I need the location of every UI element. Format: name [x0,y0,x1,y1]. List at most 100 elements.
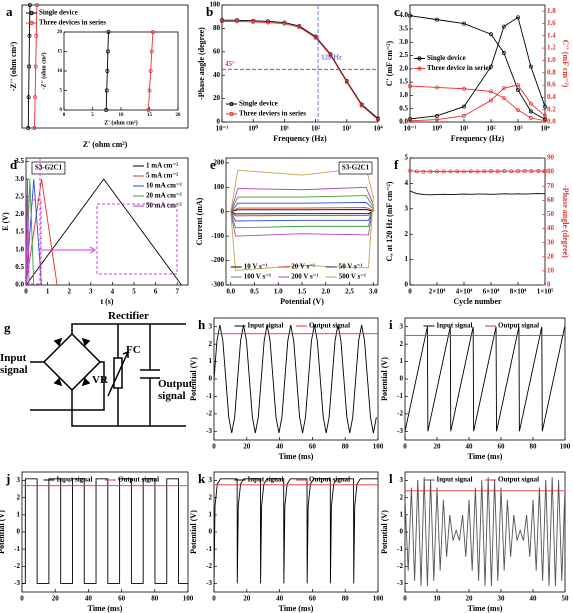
data-point [105,49,110,54]
y-axis-label: Potential (V) [0,510,6,554]
annotation-box [338,161,373,175]
data-point [147,88,152,93]
y-tick-label: 0.5 [15,263,24,271]
vr-label: VR [92,374,108,386]
x-tick-label: 80 [530,443,538,451]
data-point [528,101,533,106]
y-tick-label: -3 [206,579,212,587]
y2-tick-label: 30 [547,238,555,246]
y-tick-label: 3 [209,476,213,484]
y-tick-label: 1.5 [399,78,408,86]
data-point [501,24,506,29]
series-line [410,16,545,120]
legend-label: 1 mA cm⁻² [146,162,178,170]
legend-marker [229,101,234,107]
y-axis-label: Potential (V) [189,357,198,401]
data-point [528,116,533,120]
series-line [410,190,545,196]
data-point [34,3,39,7]
zoom-source [26,199,42,285]
data-point [266,20,271,25]
y-tick-label: 2 [405,230,409,238]
x-tick-label: 3.0 [369,288,378,296]
data-point [344,80,349,85]
plot-frame [409,157,546,286]
data-point [528,64,533,69]
data-point [313,35,318,40]
y-tick-label: 0 [209,528,213,536]
x-tick-label: 1.0 [274,288,283,296]
legend-label: 500 V s⁻¹ [339,273,366,281]
series-line [230,186,374,237]
data-point [502,169,507,174]
data-point [421,169,426,174]
y-tick-label: 3 [400,476,404,484]
annotation: S3-G2C1 [35,164,63,172]
x-tick-label: 10⁴ [540,125,550,133]
y-tick-label: 3 [209,322,213,330]
x-tick-label: 60 [309,595,317,603]
panel-label: j [5,471,10,486]
x-axis-label: Time (ms) [279,452,314,461]
legend-label: Input signal [437,476,473,484]
legend-marker [29,10,34,16]
x-axis-label: t (s) [100,297,113,306]
legend-label: Three device in series [427,64,491,72]
y-tick-label: 2.5 [399,51,408,59]
data-point [462,86,466,91]
y-tick-label: 1 [405,255,409,263]
data-point [146,108,151,112]
data-point [435,113,439,118]
x-tick-label: 40 [276,595,284,603]
data-point [516,169,520,174]
data-point [543,118,547,123]
data-point [489,32,493,37]
data-point [297,25,302,30]
y2-tick-label: 0.2 [547,105,556,113]
data-point [359,103,364,108]
y-tick-label: 3 [400,322,404,330]
y-tick-label: -3 [397,579,403,587]
x-axis-label: Time (ms) [279,604,314,613]
data-point [26,95,31,100]
data-point [543,113,547,118]
series-line [410,170,545,173]
y-tick-label: 4 [405,179,409,187]
y2-tick-label: 0.0 [547,118,556,126]
data-point [33,64,38,69]
vr-arrow [107,350,129,397]
wires [30,323,186,427]
y-tick-label: -1 [206,545,212,553]
y-tick-label: 1 [209,357,213,365]
y-axis-label: C' (mF cm⁻²) [385,40,394,86]
data-point [435,17,439,22]
y2-tick-label: 40 [547,224,555,232]
y-tick-label: 40 [213,71,221,79]
x-tick-label: 10⁴ [373,125,383,133]
y-tick-label: 5 [405,154,409,162]
data-point [468,169,473,174]
x-tick-label: 8×10⁴ [510,288,527,296]
x-axis-label: Z' (ohm cm²) [104,119,137,126]
reference-label: 45° [225,60,235,68]
data-point [501,96,506,101]
x-axis-label: Time (ms) [468,452,503,461]
x-tick-label: 10³ [513,125,522,133]
plot-frame [63,31,179,111]
x-tick-label: 20 [243,595,251,603]
data-point [462,169,466,174]
data-point [376,117,380,122]
x-tick-label: 7 [175,288,179,296]
x-tick-label: 100 [373,595,384,603]
panel-label: c [394,4,400,19]
y2-tick-label: 1.2 [547,44,556,52]
y-tick-label: 1 [209,510,213,518]
data-point [251,20,256,24]
data-point [27,33,32,38]
series-line [410,15,545,120]
data-point [408,118,412,123]
y2-tick-label: 10 [547,266,555,274]
series-line [222,19,378,119]
series-line [214,478,378,584]
